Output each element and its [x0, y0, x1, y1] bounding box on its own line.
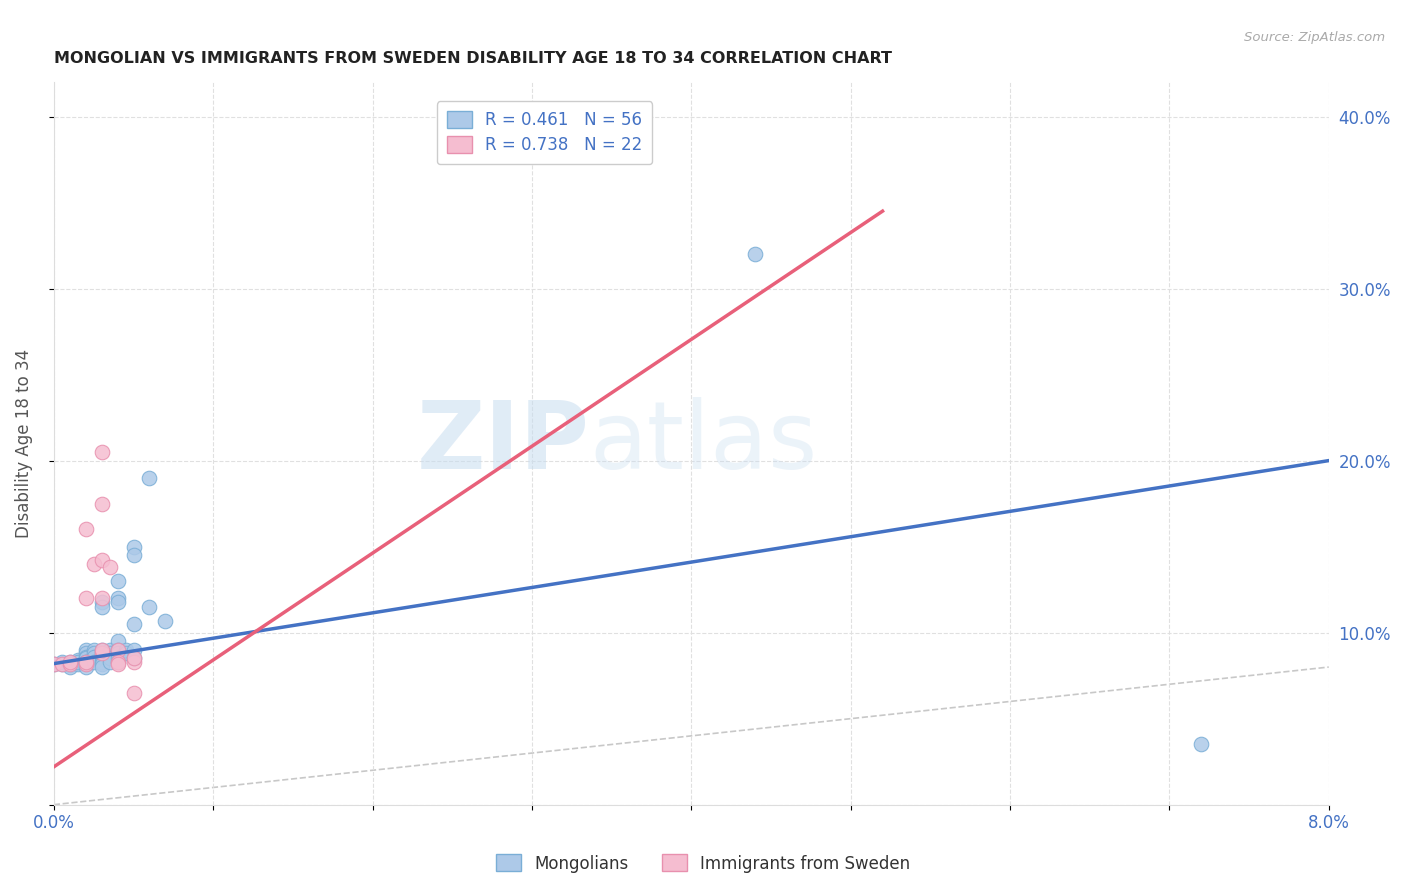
Point	[90, 660, 112, 674]
Point	[122, 686, 145, 700]
Point	[59, 655, 82, 669]
Point	[107, 574, 129, 588]
Y-axis label: Disability Age 18 to 34: Disability Age 18 to 34	[15, 349, 32, 538]
Point	[59, 655, 82, 669]
Point	[66, 653, 89, 667]
Point	[114, 643, 136, 657]
Point	[83, 643, 105, 657]
Point	[83, 655, 105, 669]
Point	[75, 657, 97, 671]
Point	[59, 660, 82, 674]
Point	[90, 657, 112, 671]
Point	[122, 540, 145, 554]
Legend: Mongolians, Immigrants from Sweden: Mongolians, Immigrants from Sweden	[489, 847, 917, 880]
Point	[75, 591, 97, 606]
Point	[98, 651, 121, 665]
Point	[107, 643, 129, 657]
Point	[122, 548, 145, 562]
Point	[83, 646, 105, 660]
Point	[138, 599, 160, 614]
Point	[75, 660, 97, 674]
Point	[122, 651, 145, 665]
Point	[59, 657, 82, 671]
Point	[155, 614, 177, 628]
Point	[51, 657, 73, 671]
Point	[98, 646, 121, 660]
Point	[90, 591, 112, 606]
Point	[98, 655, 121, 669]
Point	[90, 643, 112, 657]
Point	[66, 655, 89, 669]
Point	[98, 643, 121, 657]
Point	[107, 657, 129, 671]
Point	[90, 646, 112, 660]
Point	[90, 599, 112, 614]
Point	[98, 560, 121, 574]
Point	[75, 655, 97, 669]
Point	[42, 657, 65, 671]
Point	[138, 471, 160, 485]
Point	[90, 649, 112, 664]
Point	[122, 643, 145, 657]
Point	[107, 595, 129, 609]
Point	[51, 655, 73, 669]
Point	[75, 523, 97, 537]
Point	[90, 595, 112, 609]
Point	[90, 646, 112, 660]
Point	[744, 247, 766, 261]
Point	[75, 643, 97, 657]
Point	[107, 646, 129, 660]
Point	[122, 651, 145, 665]
Point	[90, 497, 112, 511]
Point	[1189, 738, 1212, 752]
Point	[75, 655, 97, 669]
Point	[90, 655, 112, 669]
Text: MONGOLIAN VS IMMIGRANTS FROM SWEDEN DISABILITY AGE 18 TO 34 CORRELATION CHART: MONGOLIAN VS IMMIGRANTS FROM SWEDEN DISA…	[53, 51, 891, 66]
Point	[107, 655, 129, 669]
Point	[90, 445, 112, 459]
Point	[107, 634, 129, 648]
Point	[66, 657, 89, 671]
Point	[59, 657, 82, 671]
Point	[107, 591, 129, 606]
Point	[114, 646, 136, 660]
Point	[122, 617, 145, 632]
Text: ZIP: ZIP	[416, 398, 589, 490]
Point	[59, 658, 82, 673]
Point	[90, 643, 112, 657]
Point	[66, 655, 89, 669]
Point	[42, 657, 65, 671]
Point	[75, 646, 97, 660]
Legend: R = 0.461   N = 56, R = 0.738   N = 22: R = 0.461 N = 56, R = 0.738 N = 22	[437, 102, 652, 164]
Point	[90, 553, 112, 567]
Point	[107, 655, 129, 669]
Point	[75, 657, 97, 671]
Point	[75, 651, 97, 665]
Point	[51, 657, 73, 671]
Point	[122, 655, 145, 669]
Text: Source: ZipAtlas.com: Source: ZipAtlas.com	[1244, 31, 1385, 45]
Point	[107, 643, 129, 657]
Point	[107, 651, 129, 665]
Point	[83, 557, 105, 571]
Point	[59, 657, 82, 671]
Point	[83, 649, 105, 664]
Point	[75, 655, 97, 669]
Point	[75, 649, 97, 664]
Text: atlas: atlas	[589, 398, 817, 490]
